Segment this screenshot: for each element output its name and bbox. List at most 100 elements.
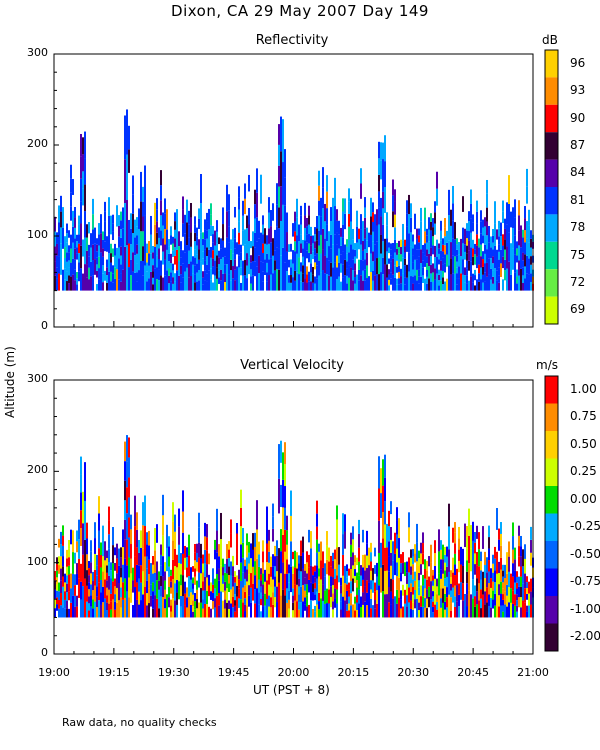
echo-cell xyxy=(298,586,300,595)
echo-cell xyxy=(188,250,190,265)
echo-cell xyxy=(502,256,504,269)
echo-cell xyxy=(272,592,274,605)
echo-cell xyxy=(324,590,326,604)
echo-cell xyxy=(400,572,402,582)
echo-cell xyxy=(362,221,364,232)
echo-cell xyxy=(526,255,528,274)
echo-cell xyxy=(438,274,440,281)
echo-cell xyxy=(444,562,446,571)
echo-cell xyxy=(478,532,480,550)
echo-cell xyxy=(292,581,294,589)
echo-cell xyxy=(158,248,160,260)
echo-cell xyxy=(312,592,314,601)
echo-cell xyxy=(196,254,198,264)
echo-cell xyxy=(304,570,306,578)
echo-cell xyxy=(86,601,88,618)
echo-cell xyxy=(406,595,408,607)
echo-cell xyxy=(408,512,410,528)
echo-cell xyxy=(92,608,94,618)
echo-cell xyxy=(108,197,110,216)
echo-cell xyxy=(398,271,400,279)
echo-cell xyxy=(374,565,376,574)
echo-cell xyxy=(514,254,516,273)
echo-cell xyxy=(318,609,320,618)
echo-cell xyxy=(400,563,402,573)
echo-cell xyxy=(432,281,434,291)
echo-cell xyxy=(432,612,434,618)
echo-cell xyxy=(434,540,436,554)
echo-cell xyxy=(250,543,252,559)
echo-cell xyxy=(436,594,438,602)
echo-cell xyxy=(90,551,92,563)
echo-cell xyxy=(472,256,474,266)
echo-cell xyxy=(156,267,158,280)
echo-cell xyxy=(224,247,226,257)
echo-cell xyxy=(472,248,474,257)
echo-cell xyxy=(486,557,488,573)
echo-cell xyxy=(392,179,394,196)
echo-cell xyxy=(328,561,330,576)
echo-cell xyxy=(486,235,488,250)
echo-cell xyxy=(84,462,86,501)
echo-cell xyxy=(54,231,56,247)
echo-cell xyxy=(390,272,392,279)
echo-cell xyxy=(62,535,64,546)
echo-cell xyxy=(412,269,414,277)
echo-cell xyxy=(100,214,102,234)
echo-cell xyxy=(306,242,308,251)
echo-cell xyxy=(72,210,74,227)
echo-cell xyxy=(336,505,338,520)
echo-cell xyxy=(448,265,450,291)
y-tick-label: 300 xyxy=(27,46,48,59)
echo-cell xyxy=(338,547,340,565)
echo-cell xyxy=(366,265,368,279)
echo-cell xyxy=(466,548,468,561)
echo-cell xyxy=(224,264,226,274)
echo-cell xyxy=(432,227,434,237)
echo-cell xyxy=(156,244,158,256)
echo-cell xyxy=(160,544,162,555)
echo-cell xyxy=(224,282,226,291)
echo-cell xyxy=(184,605,186,618)
echo-cell xyxy=(262,595,264,607)
echo-cell xyxy=(276,555,278,572)
echo-cell xyxy=(454,273,456,291)
echo-cell xyxy=(152,277,154,285)
echo-cell xyxy=(318,215,320,231)
echo-cell xyxy=(154,268,156,291)
echo-cell xyxy=(84,237,86,265)
echo-cell xyxy=(106,610,108,618)
echo-cell xyxy=(402,223,404,241)
echo-cell xyxy=(108,215,110,235)
echo-cell xyxy=(266,262,268,273)
echo-cell xyxy=(56,557,58,564)
echo-cell xyxy=(434,257,436,269)
echo-cell xyxy=(168,283,170,291)
echo-cell xyxy=(76,530,78,542)
echo-cell xyxy=(362,270,364,281)
echo-cell xyxy=(92,581,94,591)
echo-cell xyxy=(64,268,66,280)
echo-cell xyxy=(436,578,438,587)
echo-cell xyxy=(98,256,100,269)
echo-cell xyxy=(478,549,480,567)
echo-cell xyxy=(302,601,304,618)
echo-cell xyxy=(498,606,500,618)
echo-cell xyxy=(272,554,274,567)
echo-cell xyxy=(152,245,154,253)
echo-cell xyxy=(92,590,94,600)
echo-cell xyxy=(456,238,458,245)
echo-cell xyxy=(124,115,126,160)
echo-cell xyxy=(516,248,518,256)
echo-cell xyxy=(90,606,92,618)
echo-cell xyxy=(348,582,350,590)
echo-cell xyxy=(98,234,100,246)
echo-cell xyxy=(476,578,478,592)
echo-cell xyxy=(530,247,532,257)
echo-cell xyxy=(254,247,256,262)
echo-cell xyxy=(198,249,200,260)
echo-cell xyxy=(188,534,190,556)
echo-cell xyxy=(112,248,114,257)
echo-cell xyxy=(126,539,128,566)
echo-cell xyxy=(226,588,228,603)
